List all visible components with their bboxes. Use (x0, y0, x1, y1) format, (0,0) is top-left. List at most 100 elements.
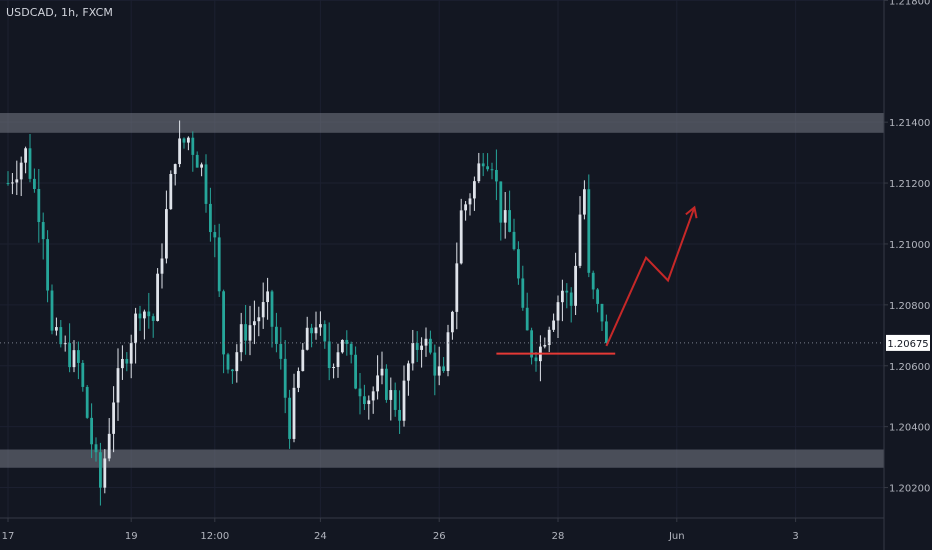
candle-body (420, 345, 423, 350)
candle-body (129, 343, 133, 364)
x-tick-label: 12:00 (200, 531, 229, 542)
candle-body (605, 321, 608, 343)
candle-body (213, 232, 217, 238)
candle-body (103, 458, 107, 488)
candle-body (468, 198, 472, 205)
candle-body (217, 237, 221, 292)
candle-body (583, 189, 586, 215)
candle-body (173, 164, 177, 174)
candle-body (525, 307, 529, 331)
candle-body (578, 214, 582, 266)
candle-body (376, 375, 379, 392)
candle-body (587, 189, 591, 273)
candle-body (512, 231, 516, 250)
candle-body (11, 182, 14, 184)
candle-body (204, 164, 208, 204)
candle-body (160, 258, 164, 274)
y-tick-label: 1.21200 (889, 179, 930, 190)
candle-body (288, 397, 291, 439)
candle-body (530, 330, 533, 358)
candle-body (59, 327, 63, 345)
candle-body (283, 358, 287, 398)
candle-body (121, 358, 124, 369)
x-tick-label: 24 (314, 531, 327, 542)
candle-body (41, 222, 45, 240)
candle-body (81, 362, 85, 387)
candle-body (477, 163, 481, 182)
candle-body (46, 239, 49, 291)
drawings (0, 205, 884, 355)
candle-body (275, 326, 278, 344)
candle-body (596, 289, 599, 304)
candle-body (332, 366, 335, 369)
candle-body (151, 316, 155, 321)
candle-body (270, 291, 274, 327)
candle-body (138, 313, 142, 319)
candle-body (239, 324, 243, 353)
candle-body (77, 350, 80, 363)
candle-body (508, 210, 511, 232)
candle-body (169, 173, 173, 210)
candle-body (222, 291, 225, 355)
x-tick-label: 19 (125, 531, 138, 542)
candle-body (37, 189, 41, 223)
candle-body (257, 317, 261, 322)
last-price-tag (886, 334, 930, 351)
y-tick-label: 1.21400 (889, 118, 930, 129)
candle-body (134, 313, 137, 344)
candle-body (424, 338, 428, 346)
candle-body (380, 368, 384, 376)
candle-body (90, 417, 93, 445)
candle-body (561, 290, 564, 303)
candle-body (310, 327, 313, 334)
candle-body (402, 380, 406, 421)
candle-body (19, 162, 23, 180)
candle-body (301, 349, 305, 372)
candle-body (429, 338, 432, 353)
symbol-label: USDCAD, 1h, FXCM (6, 6, 113, 19)
candle-body (481, 163, 485, 167)
candle-body (314, 327, 318, 334)
candle-body (407, 363, 410, 381)
candle-body (336, 352, 340, 367)
candle-body (358, 388, 362, 397)
candle-body (68, 343, 71, 368)
candle-body (389, 390, 393, 400)
candle-body (266, 291, 269, 303)
candle-body (574, 265, 577, 306)
candle-body (187, 137, 190, 143)
candle-body (415, 342, 419, 350)
candle-body (253, 321, 256, 326)
resistance-support-zone (0, 113, 884, 133)
candle-body (327, 341, 331, 369)
candle-body (367, 400, 371, 405)
candle-body (411, 342, 415, 364)
candle-body (319, 324, 322, 328)
candle-body (517, 249, 520, 279)
candle-body (341, 339, 344, 353)
candle-body (455, 263, 459, 312)
candle-body (521, 278, 525, 308)
candle-body (261, 302, 265, 318)
candle-body (371, 391, 375, 401)
candle-body (354, 354, 357, 389)
candle-body (345, 339, 349, 344)
candle-body (393, 390, 397, 410)
candle-body (600, 303, 604, 322)
candle-body (464, 204, 467, 211)
candle-body (99, 452, 102, 488)
candle-body (200, 164, 203, 168)
candle-body (398, 409, 401, 421)
candle-body (490, 169, 494, 171)
candle-body (543, 345, 547, 347)
candle-body (15, 179, 19, 183)
candle-body (235, 352, 239, 372)
x-tick-label: 17 (2, 531, 15, 542)
candle-body (112, 402, 115, 434)
candle-body (72, 350, 76, 368)
candle-body (156, 273, 159, 321)
candle-body (24, 148, 27, 163)
